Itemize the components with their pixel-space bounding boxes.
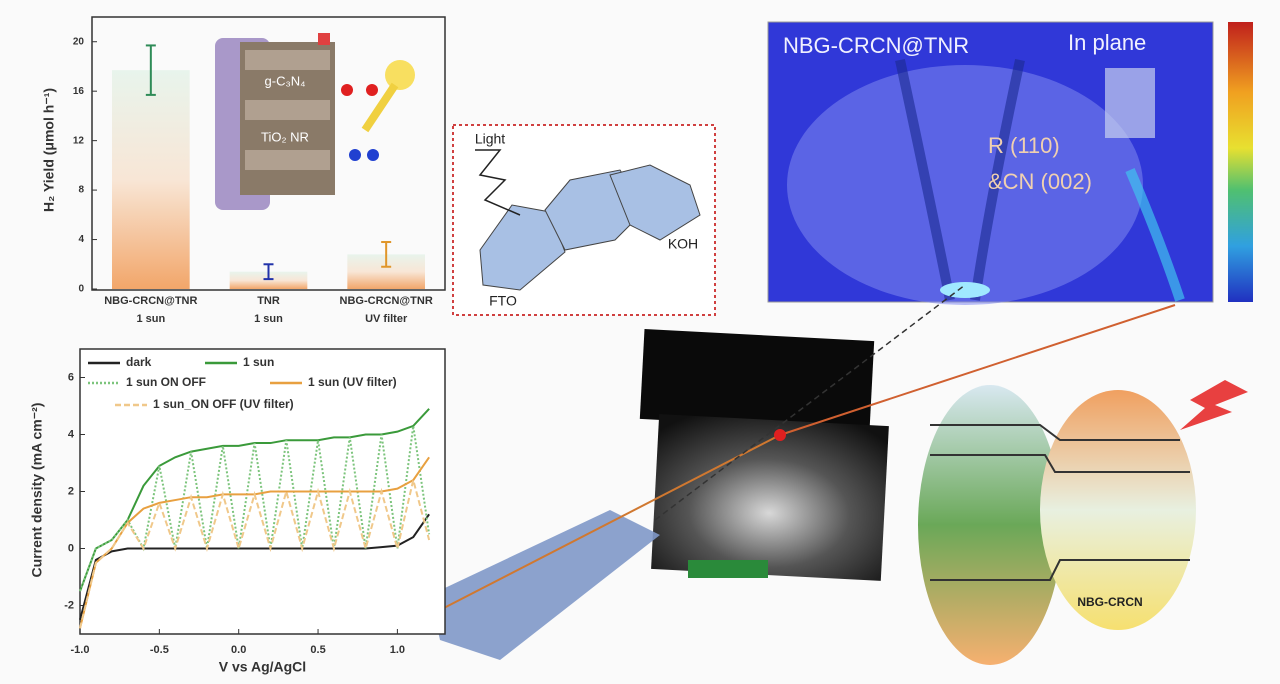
y-tick-label: 2 [68,485,74,497]
heatmap-label: In plane [1068,30,1146,55]
layer-label: TiO₂ NR [261,129,309,144]
y-tick-label: 16 [73,86,85,97]
lightning [1180,380,1248,430]
reaction-schematic: Light KOH FTO [452,124,716,316]
marker [318,33,330,45]
sem-image [651,414,889,581]
bar [112,70,190,289]
layer-label: g-C₃N₄ [265,73,306,88]
light-beam [361,82,399,133]
band-edge [930,424,1180,441]
y-tick-label: 20 [73,36,85,47]
dashed-link [654,284,966,521]
data-line [79,425,431,592]
band-edge [930,454,1190,473]
atom [366,84,378,96]
heatmap-title: NBG-CRCN@TNR [783,33,969,58]
x-tick-label: 1.0 [390,644,405,656]
layer [245,150,330,170]
layer [245,100,330,120]
y-tick-label: 4 [68,428,75,440]
light-zigzag [475,149,521,216]
y-tick-label: 12 [73,135,85,146]
y-tick-label: -2 [64,599,74,611]
legend-label: 1 sun [243,355,274,369]
arrow [439,434,781,611]
schematic-label: Light [475,131,505,147]
y-axis-label: Current density (mA cm⁻²) [29,403,45,578]
x-tick-label: NBG-CRCN@TNR [340,295,433,307]
y-tick-label: 0 [78,284,84,295]
hexagon [609,164,701,241]
band-diagram: NBG-CRCN [918,380,1248,665]
y-tick-label: 4 [78,234,84,245]
peak-label: R (110) [988,133,1060,158]
band-left [918,385,1062,665]
atom [349,149,361,161]
data-line [79,479,431,629]
heatmap-panel: NBG-CRCN@TNR In plane R (110) &CN (002) [767,21,1253,305]
legend-label: dark [126,355,152,369]
legend-label: 1 sun_ON OFF (UV filter) [153,397,294,411]
legend-label: 1 sun ON OFF [126,375,206,389]
y-tick-label: 8 [78,185,84,196]
plot-frame [91,16,446,291]
atom [367,149,379,161]
band-right [1040,390,1196,630]
arc [1125,168,1185,302]
band-label: NBG-CRCN [1077,595,1142,609]
atom [341,84,353,96]
y-tick-label: 0 [68,542,74,554]
x-tick-label: TNR [257,295,280,307]
x-tick-label: -0.5 [150,644,169,656]
y-axis-label: H₂ Yield (μmol h⁻¹) [41,88,57,212]
y-tick-label: 6 [68,371,74,383]
colorbar [1228,22,1253,302]
arrow [779,304,1176,436]
hexagon [479,204,566,291]
peak-label: &CN (002) [988,169,1092,194]
bar [229,271,308,289]
light-source [385,60,415,90]
x-tick-label: -1.0 [71,644,90,656]
electrode [430,510,660,660]
legend-label: 1 sun (UV filter) [308,375,397,389]
scale-bar [688,560,768,578]
arc [895,58,955,301]
x-tick-sublabel: 1 sun [254,313,283,325]
arc [970,58,1025,301]
layer [245,50,330,70]
sem-top [639,329,875,431]
device-illustration [430,284,1176,660]
schematic-label: KOH [668,236,698,252]
x-axis-label: V vs Ag/AgCl [219,659,306,675]
x-tick-label: 0.0 [231,644,246,656]
spot [774,429,786,441]
inset: g-C₃N₄ TiO₂ NR [215,33,415,210]
beam-spot [940,282,990,298]
data-line [79,513,430,621]
band-edge [930,559,1190,581]
x-tick-sublabel: UV filter [365,313,408,325]
highlight [787,65,1143,305]
x-tick-label: 0.5 [310,644,325,656]
x-tick-label: NBG-CRCN@TNR [104,295,197,307]
schematic-label: FTO [489,293,517,309]
lattice-icon [1105,68,1155,138]
x-tick-sublabel: 1 sun [136,313,165,325]
